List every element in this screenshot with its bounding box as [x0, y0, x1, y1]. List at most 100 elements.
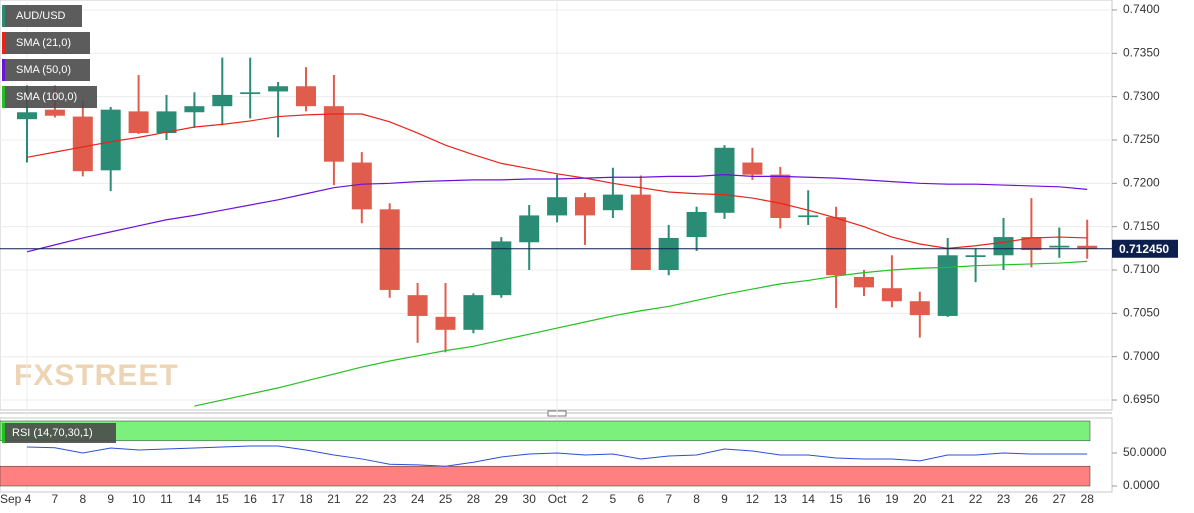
candle-body: [519, 215, 540, 243]
y-tick-label: 0.7300: [1123, 89, 1160, 103]
rsi-legend-box: [2, 423, 116, 443]
x-tick-label: 15: [829, 492, 843, 506]
x-tick-label: 7: [665, 492, 672, 506]
candle-body: [184, 106, 205, 113]
legend-box: [2, 5, 82, 27]
x-tick-label: 26: [1025, 492, 1039, 506]
candle-body: [742, 162, 763, 175]
y-tick-label: 0.7000: [1123, 349, 1160, 363]
candle-body: [323, 106, 344, 162]
legend-swatch: [2, 86, 5, 108]
candle-body: [658, 237, 679, 271]
y-tick-label: 0.7400: [1123, 2, 1160, 16]
x-tick-label: 8: [79, 492, 86, 506]
candle-body: [379, 209, 400, 290]
legend-swatch: [2, 32, 5, 54]
sma-line: [26, 174, 1088, 253]
x-tick-label: 18: [299, 492, 313, 506]
legend-label: AUD/USD: [16, 10, 66, 22]
x-tick-label: 2: [582, 492, 589, 506]
y-tick-label: 0.7050: [1123, 306, 1160, 320]
candle-body: [351, 162, 372, 210]
x-tick-label: 9: [107, 492, 114, 506]
rsi-legend: RSI (14,70,30,1): [12, 427, 93, 439]
candle-body: [881, 288, 902, 302]
x-tick-label: 25: [439, 492, 453, 506]
x-tick-label: 21: [941, 492, 955, 506]
candle-body: [44, 109, 65, 116]
rsi-line: [26, 445, 1088, 467]
watermark: FXSTREET: [14, 359, 179, 392]
candle-body: [965, 255, 986, 258]
y-tick-label: 0.7200: [1123, 176, 1160, 190]
y-tick-label: 0.7250: [1123, 132, 1160, 146]
candle-body: [156, 111, 177, 134]
x-tick-label: 30: [523, 492, 537, 506]
x-tick-label: 19: [885, 492, 899, 506]
candle-body: [491, 241, 512, 296]
x-tick-label: 22: [355, 492, 369, 506]
candle-body: [993, 237, 1014, 256]
candle-body: [630, 194, 651, 271]
candle-body: [547, 197, 568, 216]
candle-body: [72, 116, 93, 172]
candle-body: [937, 255, 958, 316]
x-tick-label: 28: [1081, 492, 1095, 506]
sma-line: [26, 113, 1088, 249]
last-price-label: 0.712450: [1119, 242, 1169, 256]
x-tick-label: 21: [327, 492, 341, 506]
x-tick-label: 29: [495, 492, 509, 506]
x-tick-label: 14: [188, 492, 202, 506]
candle-body: [128, 111, 149, 134]
candle-body: [770, 174, 791, 219]
y-tick-label: 50.0000: [1123, 445, 1167, 459]
x-tick-label: 16: [244, 492, 258, 506]
candle-body: [212, 94, 233, 107]
x-tick-label: 13: [774, 492, 788, 506]
y-tick-label: 0.0000: [1123, 478, 1160, 492]
x-tick-label: 11: [160, 492, 173, 506]
candle-body: [435, 316, 456, 330]
oversold-band: [0, 465, 1091, 487]
candle-body: [100, 109, 121, 171]
legend-swatch: [2, 59, 5, 81]
x-tick-label: 23: [383, 492, 397, 506]
legend-label: SMA (100,0): [16, 91, 77, 103]
x-tick-label: 15: [216, 492, 230, 506]
x-tick-label: 23: [997, 492, 1011, 506]
overbought-band: [0, 420, 1091, 442]
legend-label: SMA (50,0): [16, 64, 71, 76]
legend-box: [2, 86, 97, 108]
candle-body: [268, 86, 289, 92]
candle-body: [826, 217, 847, 276]
candle-body: [296, 86, 316, 107]
legend-box: [2, 32, 90, 54]
y-tick-label: 0.7150: [1123, 219, 1160, 233]
x-tick-label: 12: [746, 492, 760, 506]
x-tick-label: 9: [721, 492, 728, 506]
legend-swatch: [2, 5, 5, 27]
candle-body: [407, 295, 428, 316]
x-tick-label: 8: [693, 492, 700, 506]
x-tick-label: 5: [610, 492, 617, 506]
sma-line: [194, 260, 1088, 407]
candle-body: [575, 197, 595, 216]
candle-body: [909, 301, 930, 316]
last-price-box: [1112, 239, 1178, 258]
candle-body: [686, 211, 707, 238]
x-tick-label: 17: [271, 492, 285, 506]
layers: FXSTREET 0.6950 0.7000 0.7050 0.7100 0.7150 0.…: [0, 0, 1178, 506]
y-tick-label: 0.7100: [1123, 262, 1160, 276]
candle-body: [1077, 245, 1098, 249]
x-tick-label: 6: [637, 492, 644, 506]
candle-body: [1049, 245, 1070, 248]
candle-body: [463, 295, 484, 330]
candle-body: [854, 276, 874, 288]
candle-body: [714, 147, 735, 213]
x-tick-label: 7: [52, 492, 59, 506]
candle-body: [240, 92, 261, 95]
y-tick-label: 0.7350: [1123, 45, 1160, 59]
x-tick-label: 16: [857, 492, 871, 506]
rsi-legend-swatch: [2, 423, 5, 443]
